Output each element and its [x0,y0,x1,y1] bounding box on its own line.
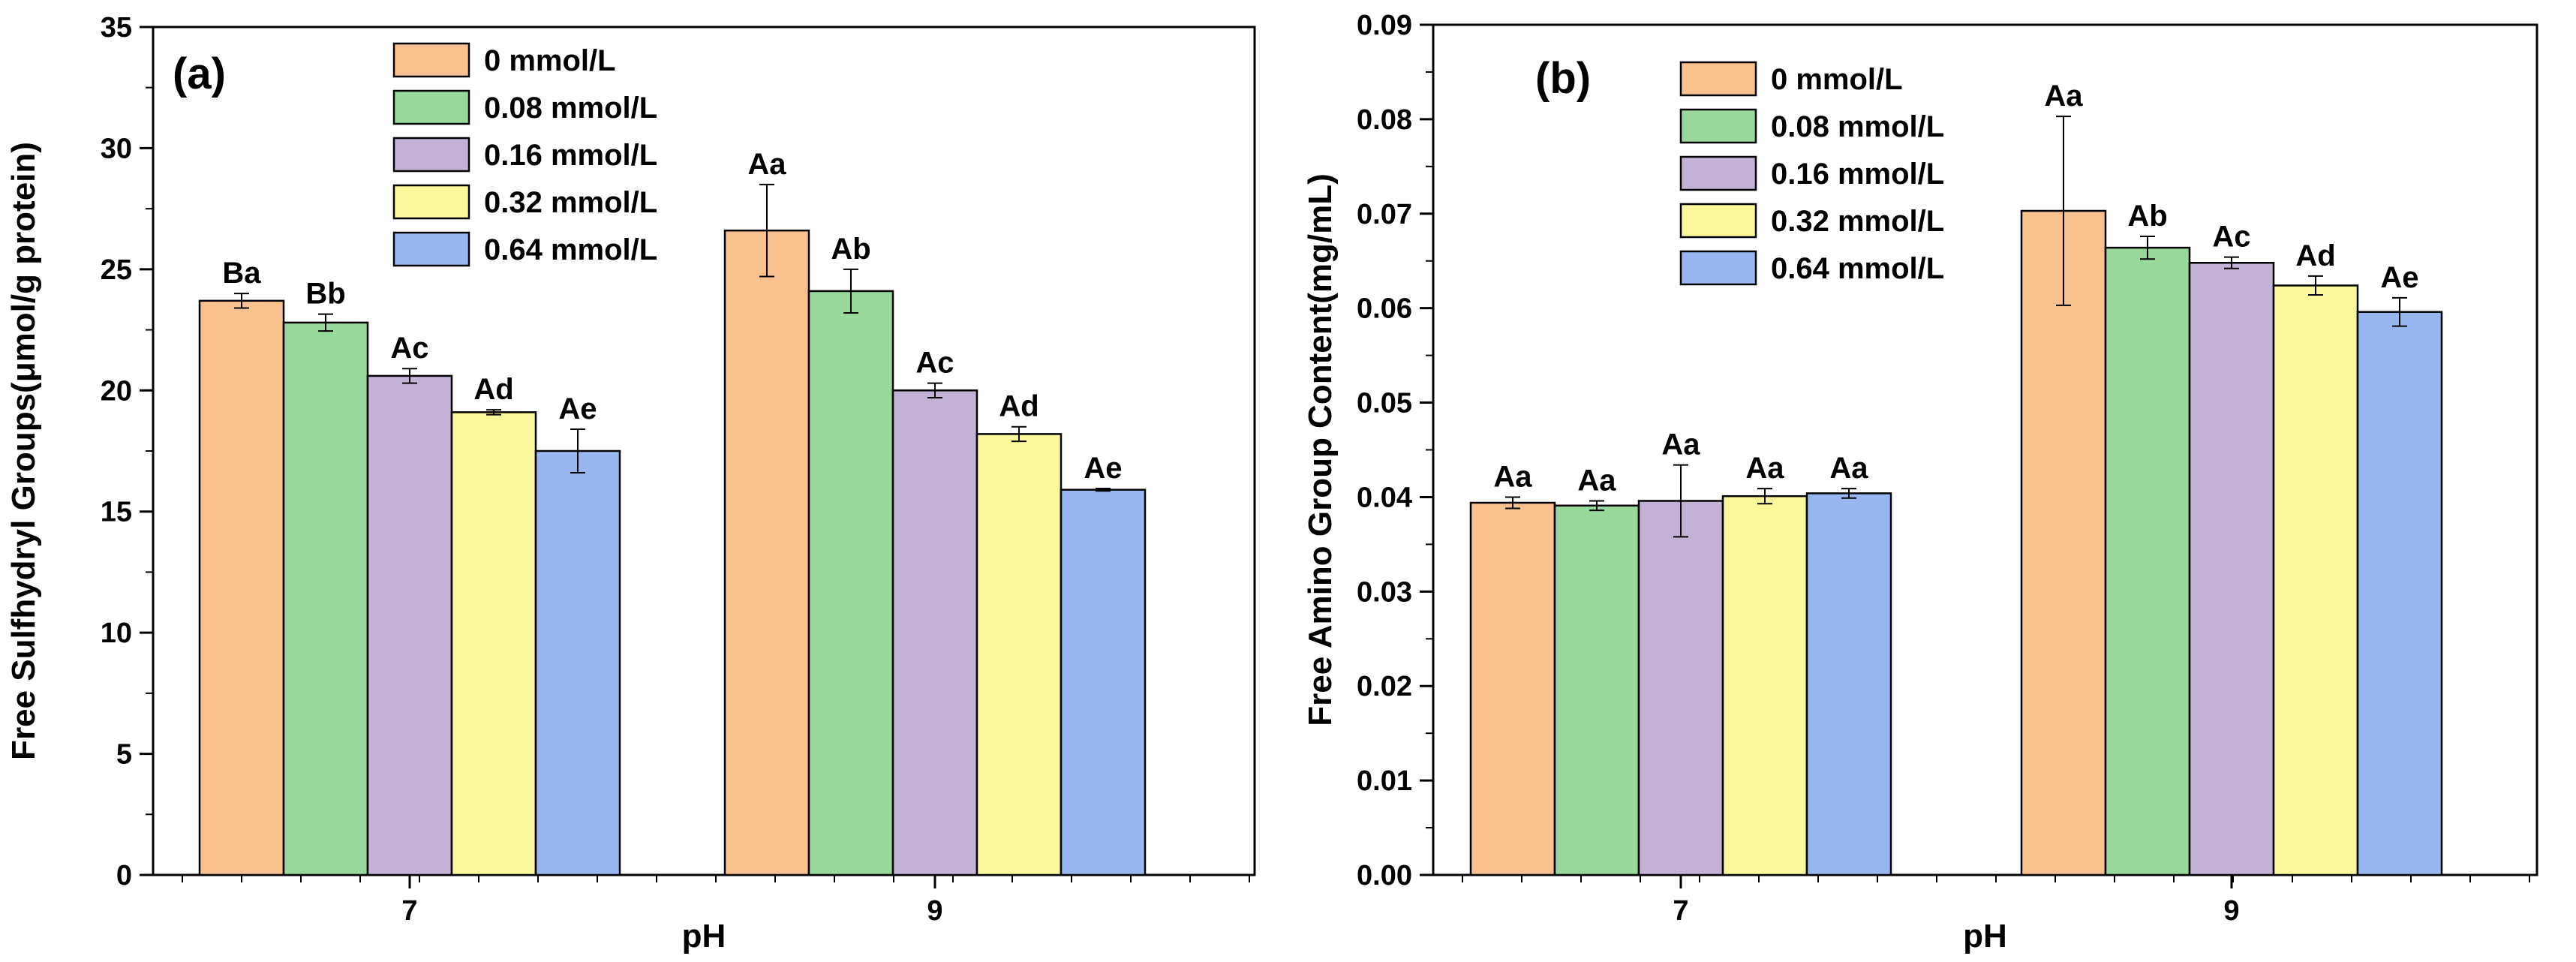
legend-swatch [1679,250,1757,286]
y-tick-label: 0.02 [1357,671,1412,702]
legend-swatch [392,137,470,173]
bar-0-4 [534,449,621,876]
chart-panel-a: 0 5 10 15 20 25 30 35 Ba Bb Ac Ad Ae 7 Aa Ab Ac Ad Ae 9 pH Fr… [5,12,1256,954]
bar-1-2 [2188,261,2275,876]
legend-item-label: 0.64 mmol/L [1771,252,1944,285]
legend-swatch [392,42,470,78]
bar-1-3 [975,433,1063,876]
bar-0-2 [366,374,453,876]
y-tick-label: 0.07 [1357,199,1412,230]
legend-swatch [392,89,470,125]
legend-item-label: 0.32 mmol/L [1771,205,1944,238]
y-tick-label: 0.00 [1357,860,1412,891]
bar-significance-label: Ae [2380,261,2418,294]
panel-tag: (b) [1535,54,1591,103]
legend-swatch [1679,108,1757,144]
bar-0-2 [1637,500,1724,876]
bar-0-3 [1721,495,1808,876]
y-tick-label: 5 [116,739,132,771]
legend-swatch [1679,155,1757,191]
bar-1-4 [1060,489,1147,876]
y-tick-label: 25 [101,254,132,286]
y-tick-label: 0.05 [1357,388,1412,419]
bar-significance-label: Aa [1829,452,1868,485]
legend-item-label: 0 mmol/L [484,44,616,77]
x-tick-label: 9 [2223,895,2239,927]
legend-swatch [1679,203,1757,239]
legend: 0 mmol/L 0.08 mmol/L 0.16 mmol/L 0.32 mmol/… [392,42,657,267]
bar-significance-label: Aa [1745,452,1784,485]
bar-1-4 [2356,311,2443,876]
bar-significance-label: Ac [2212,221,2250,254]
legend-item-label: 0.32 mmol/L [484,186,657,219]
bar-0-0 [1469,501,1556,876]
bar-significance-label: Ad [473,373,513,406]
y-tick-label: 0.04 [1357,482,1412,513]
bar-1-0 [2020,209,2107,876]
bar-significance-label: Ae [1084,452,1122,485]
bar-significance-label: Ad [2295,239,2335,272]
bar-1-0 [723,229,810,876]
y-tick-label: 0.01 [1357,765,1412,797]
bar-0-3 [450,411,537,876]
y-tick-label: 10 [101,618,132,649]
y-tick-label: 0.06 [1357,293,1412,325]
bar-0-1 [282,321,369,876]
y-tick-label: 35 [101,12,132,44]
legend-swatch [392,184,470,220]
legend-swatch [1679,61,1757,97]
x-tick-label: 7 [1673,895,1688,927]
legend-item-label: 0.64 mmol/L [484,233,657,266]
x-axis-title: pH [682,918,726,954]
bar-significance-label: Ac [915,347,954,380]
y-tick-label: 0.08 [1357,104,1412,136]
bar-significance-label: Ac [390,332,428,365]
bar-0-0 [198,299,285,876]
bar-1-3 [2272,284,2359,876]
bar-significance-label: Ab [831,233,870,266]
legend-item-label: 0 mmol/L [1771,63,1903,96]
y-tick-label: 0 [116,860,132,891]
y-tick-label: 0.09 [1357,10,1412,41]
y-axis-title: Free Amino Group Content(mg/mL) [1302,173,1339,726]
bar-1-2 [891,389,978,876]
bar-0-4 [1805,492,1892,876]
bar-significance-label: Aa [1493,460,1532,493]
bar-significance-label: Aa [1577,464,1616,497]
legend-item-label: 0.08 mmol/L [1771,110,1944,143]
y-tick-label: 0.03 [1357,576,1412,608]
legend-swatch [392,231,470,267]
y-axis-title: Free Sulfhydryl Groups(μmol/g protein) [5,142,42,760]
bar-significance-label: Ba [222,257,261,290]
bar-1-1 [2104,246,2191,876]
x-tick-label: 7 [401,895,417,927]
x-tick-label: 9 [927,895,942,927]
bar-0-1 [1553,504,1640,876]
bar-significance-label: Ab [2127,200,2167,233]
y-tick-label: 20 [101,375,132,407]
bar-significance-label: Bb [305,278,345,311]
bar-significance-label: Aa [1661,428,1700,461]
y-tick-label: 30 [101,133,132,164]
bar-significance-label: Aa [747,148,786,181]
bar-significance-label: Ae [558,392,597,425]
bar-significance-label: Ad [999,390,1039,423]
bar-significance-label: Aa [2044,80,2083,113]
legend-item-label: 0.16 mmol/L [1771,158,1944,191]
chart-panel-b: 0.00 0.01 0.02 0.03 0.04 0.05 0.06 0.07 0.08 0.09… [1302,10,2538,954]
legend-item-label: 0.16 mmol/L [484,139,657,172]
panel-tag: (a) [173,50,226,98]
legend-item-label: 0.08 mmol/L [484,92,657,125]
bar-1-1 [807,290,894,876]
legend: 0 mmol/L 0.08 mmol/L 0.16 mmol/L 0.32 mmol/… [1679,61,1944,286]
x-axis-title: pH [1963,918,2007,954]
y-tick-label: 15 [101,497,132,528]
